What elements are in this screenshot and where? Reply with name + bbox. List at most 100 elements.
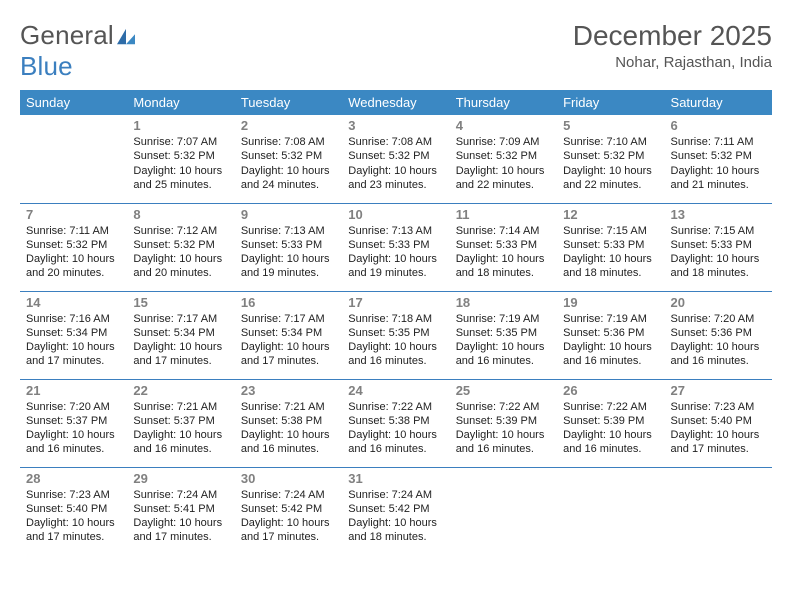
page-title: December 2025 <box>573 20 772 52</box>
calendar-day-cell: 12Sunrise: 7:15 AMSunset: 5:33 PMDayligh… <box>557 203 664 291</box>
day-details: Sunrise: 7:23 AMSunset: 5:40 PMDaylight:… <box>671 400 766 457</box>
calendar-day-cell: 26 Sunrise: 7:22 AMSunset: 5:39 PMDayligh… <box>557 379 664 467</box>
calendar-day-cell: 11 Sunrise: 7:14 AMSunset: 5:33 PMDayligh… <box>450 203 557 291</box>
day-details: Sunrise: 7:24 AMSunset: 5:42 PMDaylight:… <box>241 488 336 545</box>
day-details: Sunrise: 7:15 AMSunset: 5:33 PMDaylight:… <box>671 224 766 281</box>
calendar-week-row: 1 Sunrise: 7:07 AMSunset: 5:32 PMDaylight… <box>20 115 772 203</box>
day-details: Sunrise: 7:20 AMSunset: 5:37 PMDaylight:… <box>26 400 121 457</box>
logo-sail-icon <box>115 28 137 46</box>
day-details: Sunrise: 7:22 AMSunset: 5:39 PMDaylight:… <box>563 400 658 457</box>
day-number: 22 <box>133 383 228 398</box>
day-number: 25 <box>456 383 551 398</box>
calendar-day-cell: 17 Sunrise: 7:18 AMSunset: 5:35 PMDayligh… <box>342 291 449 379</box>
day-details: Sunrise: 7:12 AMSunset: 5:32 PMDaylight:… <box>133 224 228 281</box>
logo: GeneralBlue <box>20 20 137 82</box>
calendar-day-cell: 6 Sunrise: 7:11 AMSunset: 5:32 PMDaylight… <box>665 115 772 203</box>
day-number: 5 <box>563 118 658 133</box>
day-number: 27 <box>671 383 766 398</box>
calendar-week-row: 28Sunrise: 7:23 AMSunset: 5:40 PMDayligh… <box>20 467 772 555</box>
calendar-page: GeneralBlue December 2025 Nohar, Rajasth… <box>0 0 792 612</box>
location: Nohar, Rajasthan, India <box>573 54 772 71</box>
title-block: December 2025 Nohar, Rajasthan, India <box>573 20 772 71</box>
day-number: 23 <box>241 383 336 398</box>
day-number: 28 <box>26 471 121 486</box>
day-number: 14 <box>26 295 121 310</box>
day-header: Monday <box>127 90 234 115</box>
calendar-day-cell: 22Sunrise: 7:21 AMSunset: 5:37 PMDayligh… <box>127 379 234 467</box>
calendar-day-cell: 8 Sunrise: 7:12 AMSunset: 5:32 PMDaylight… <box>127 203 234 291</box>
calendar-body: 1 Sunrise: 7:07 AMSunset: 5:32 PMDaylight… <box>20 115 772 555</box>
day-details: Sunrise: 7:13 AMSunset: 5:33 PMDaylight:… <box>348 224 443 281</box>
calendar-day-cell: 4 Sunrise: 7:09 AMSunset: 5:32 PMDaylight… <box>450 115 557 203</box>
day-number: 4 <box>456 118 551 133</box>
logo-text-general: General <box>20 20 114 50</box>
calendar-day-cell: 10 Sunrise: 7:13 AMSunset: 5:33 PMDayligh… <box>342 203 449 291</box>
day-number: 29 <box>133 471 228 486</box>
day-header: Sunday <box>20 90 127 115</box>
day-number: 10 <box>348 207 443 222</box>
day-header: Wednesday <box>342 90 449 115</box>
calendar-week-row: 7 Sunrise: 7:11 AMSunset: 5:32 PMDaylight… <box>20 203 772 291</box>
day-details: Sunrise: 7:22 AMSunset: 5:38 PMDaylight:… <box>348 400 443 457</box>
day-number: 30 <box>241 471 336 486</box>
calendar-day-cell <box>20 115 127 203</box>
calendar-table: SundayMondayTuesdayWednesdayThursdayFrid… <box>20 90 772 555</box>
calendar-day-cell: 14Sunrise: 7:16 AMSunset: 5:34 PMDayligh… <box>20 291 127 379</box>
calendar-day-cell: 18Sunrise: 7:19 AMSunset: 5:35 PMDayligh… <box>450 291 557 379</box>
calendar-day-cell: 21 Sunrise: 7:20 AMSunset: 5:37 PMDayligh… <box>20 379 127 467</box>
calendar-day-cell: 7 Sunrise: 7:11 AMSunset: 5:32 PMDaylight… <box>20 203 127 291</box>
calendar-day-cell: 1 Sunrise: 7:07 AMSunset: 5:32 PMDaylight… <box>127 115 234 203</box>
day-number: 26 <box>563 383 658 398</box>
calendar-day-cell <box>557 467 664 555</box>
calendar-day-cell: 2 Sunrise: 7:08 AMSunset: 5:32 PMDaylight… <box>235 115 342 203</box>
day-details: Sunrise: 7:14 AMSunset: 5:33 PMDaylight:… <box>456 224 551 281</box>
day-number: 20 <box>671 295 766 310</box>
day-number: 13 <box>671 207 766 222</box>
day-header: Thursday <box>450 90 557 115</box>
day-number: 17 <box>348 295 443 310</box>
calendar-day-cell: 24 Sunrise: 7:22 AMSunset: 5:38 PMDayligh… <box>342 379 449 467</box>
day-number: 8 <box>133 207 228 222</box>
day-number: 6 <box>671 118 766 133</box>
day-number: 15 <box>133 295 228 310</box>
day-number: 21 <box>26 383 121 398</box>
logo-text-blue: Blue <box>20 51 73 81</box>
calendar-day-cell: 16 Sunrise: 7:17 AMSunset: 5:34 PMDayligh… <box>235 291 342 379</box>
day-number: 19 <box>563 295 658 310</box>
logo-inner: GeneralBlue <box>20 20 137 82</box>
day-details: Sunrise: 7:07 AMSunset: 5:32 PMDaylight:… <box>133 135 228 192</box>
day-number: 7 <box>26 207 121 222</box>
calendar-day-cell: 25Sunrise: 7:22 AMSunset: 5:39 PMDayligh… <box>450 379 557 467</box>
day-details: Sunrise: 7:18 AMSunset: 5:35 PMDaylight:… <box>348 312 443 369</box>
day-of-week-row: SundayMondayTuesdayWednesdayThursdayFrid… <box>20 90 772 115</box>
day-number: 16 <box>241 295 336 310</box>
day-details: Sunrise: 7:17 AMSunset: 5:34 PMDaylight:… <box>241 312 336 369</box>
day-number: 18 <box>456 295 551 310</box>
calendar-week-row: 21 Sunrise: 7:20 AMSunset: 5:37 PMDayligh… <box>20 379 772 467</box>
day-details: Sunrise: 7:13 AMSunset: 5:33 PMDaylight:… <box>241 224 336 281</box>
calendar-day-cell: 31Sunrise: 7:24 AMSunset: 5:42 PMDayligh… <box>342 467 449 555</box>
day-details: Sunrise: 7:09 AMSunset: 5:32 PMDaylight:… <box>456 135 551 192</box>
day-details: Sunrise: 7:11 AMSunset: 5:32 PMDaylight:… <box>26 224 121 281</box>
calendar-head: SundayMondayTuesdayWednesdayThursdayFrid… <box>20 90 772 115</box>
calendar-day-cell <box>450 467 557 555</box>
day-details: Sunrise: 7:08 AMSunset: 5:32 PMDaylight:… <box>241 135 336 192</box>
calendar-day-cell: 20Sunrise: 7:20 AMSunset: 5:36 PMDayligh… <box>665 291 772 379</box>
day-details: Sunrise: 7:08 AMSunset: 5:32 PMDaylight:… <box>348 135 443 192</box>
calendar-day-cell: 15Sunrise: 7:17 AMSunset: 5:34 PMDayligh… <box>127 291 234 379</box>
day-number: 11 <box>456 207 551 222</box>
calendar-day-cell: 13 Sunrise: 7:15 AMSunset: 5:33 PMDayligh… <box>665 203 772 291</box>
day-details: Sunrise: 7:11 AMSunset: 5:32 PMDaylight:… <box>671 135 766 192</box>
calendar-day-cell: 28Sunrise: 7:23 AMSunset: 5:40 PMDayligh… <box>20 467 127 555</box>
calendar-day-cell: 3Sunrise: 7:08 AMSunset: 5:32 PMDaylight… <box>342 115 449 203</box>
calendar-day-cell: 23Sunrise: 7:21 AMSunset: 5:38 PMDayligh… <box>235 379 342 467</box>
calendar-day-cell: 19 Sunrise: 7:19 AMSunset: 5:36 PMDayligh… <box>557 291 664 379</box>
day-number: 1 <box>133 118 228 133</box>
day-details: Sunrise: 7:19 AMSunset: 5:36 PMDaylight:… <box>563 312 658 369</box>
day-number: 9 <box>241 207 336 222</box>
day-number: 2 <box>241 118 336 133</box>
day-number: 24 <box>348 383 443 398</box>
calendar-day-cell: 5 Sunrise: 7:10 AMSunset: 5:32 PMDaylight… <box>557 115 664 203</box>
calendar-day-cell: 30 Sunrise: 7:24 AMSunset: 5:42 PMDayligh… <box>235 467 342 555</box>
day-details: Sunrise: 7:10 AMSunset: 5:32 PMDaylight:… <box>563 135 658 192</box>
